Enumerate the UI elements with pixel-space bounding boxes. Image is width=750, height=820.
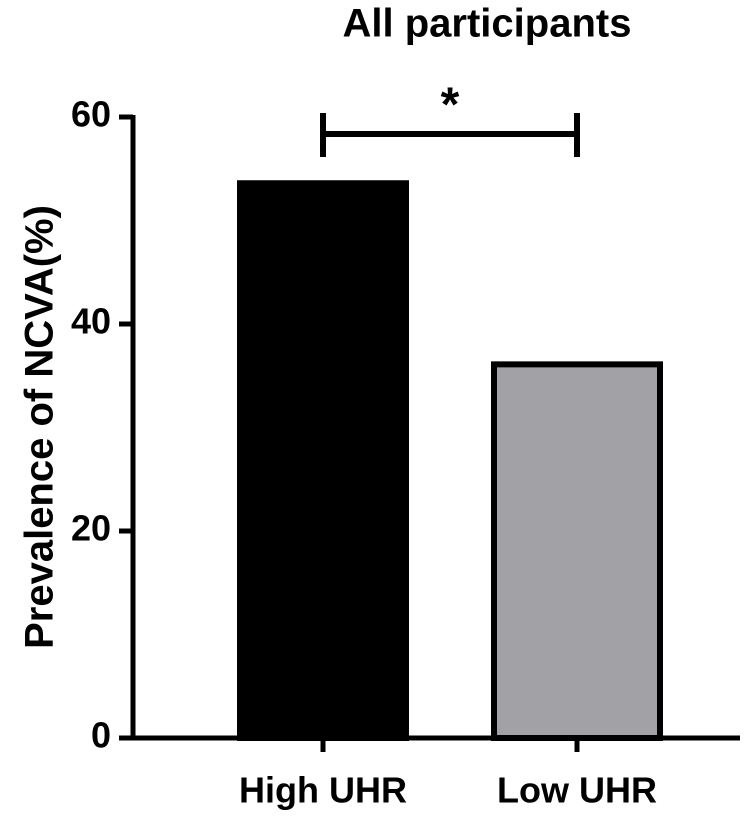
y-tick-label: 0	[91, 715, 111, 756]
y-axis-label: Prevalence of NCVA(%)	[18, 205, 62, 649]
bar	[237, 180, 409, 742]
y-tick-label: 40	[71, 301, 111, 342]
chart-title: All participants	[343, 2, 632, 46]
y-tick-label: 20	[71, 508, 111, 549]
significance-label: *	[441, 79, 460, 132]
bar	[491, 361, 663, 741]
x-tick-label: High UHR	[239, 770, 407, 811]
y-tick-label: 60	[71, 94, 111, 135]
x-tick-label: Low UHR	[497, 770, 657, 811]
